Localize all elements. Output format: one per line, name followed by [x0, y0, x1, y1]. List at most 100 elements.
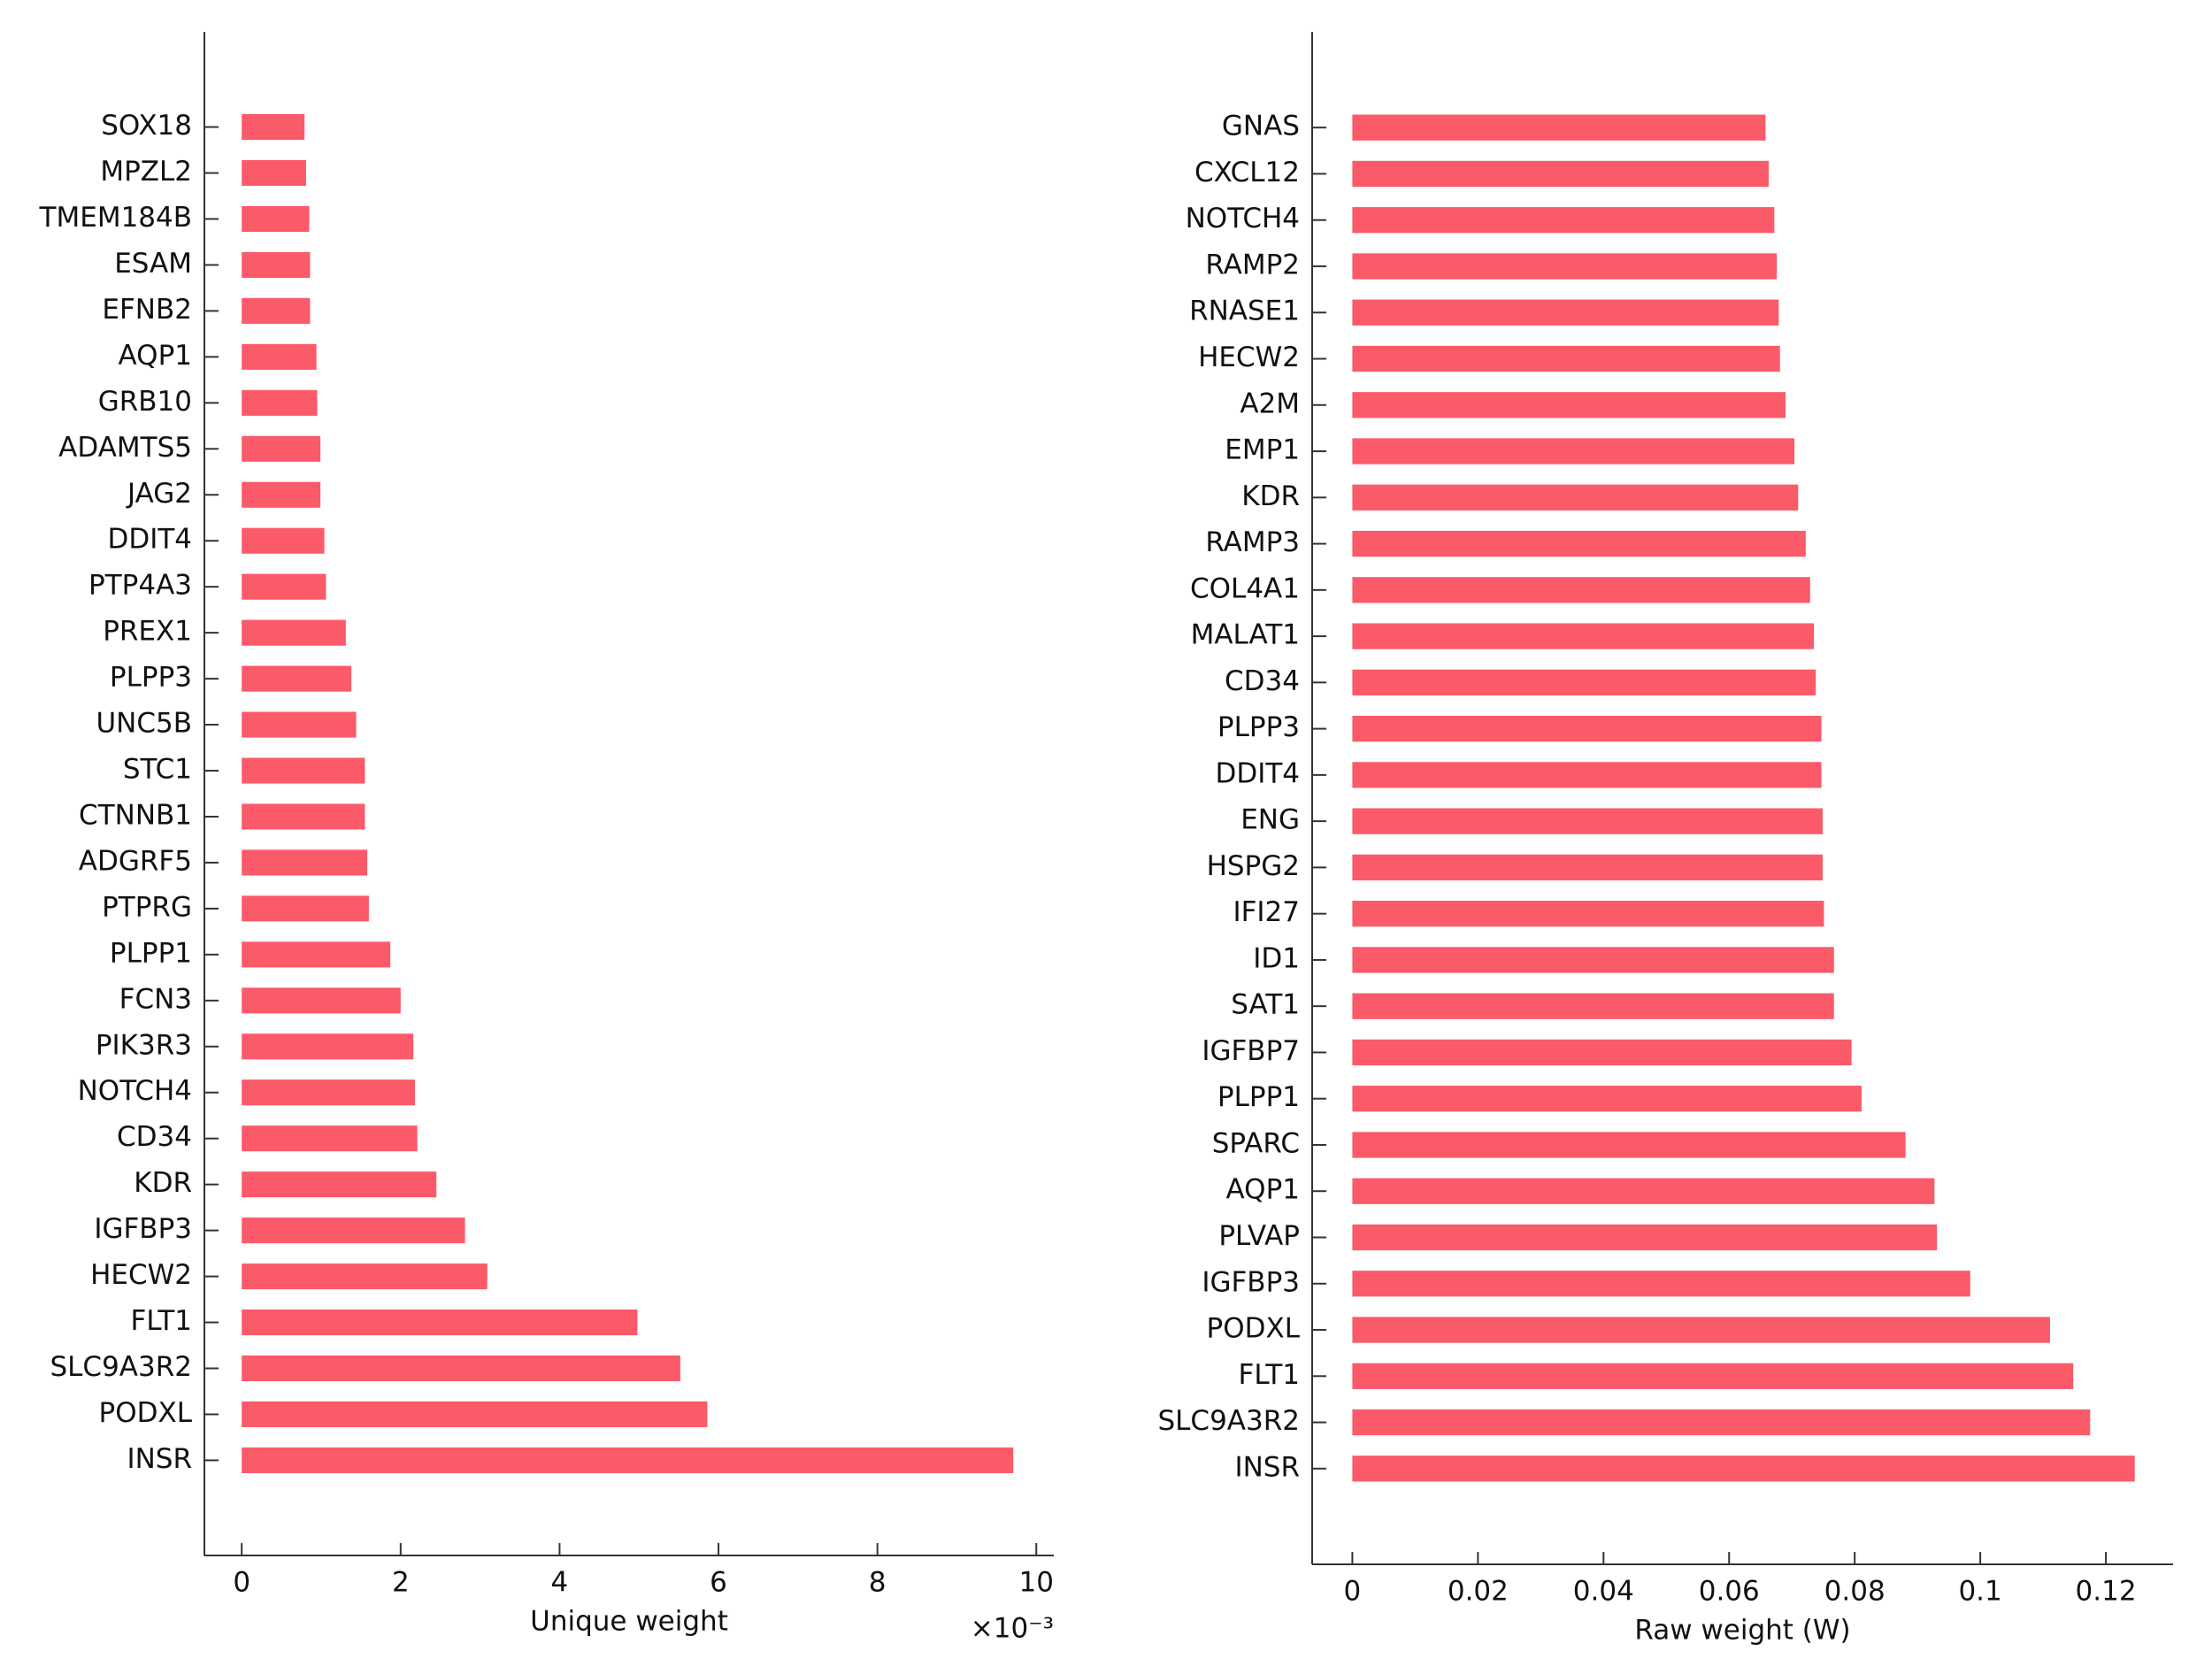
x-tick-label: 4	[551, 1567, 569, 1599]
bar	[242, 1033, 414, 1060]
y-tick-label: DDIT4	[1215, 757, 1300, 789]
y-tick-label: JAG2	[126, 478, 192, 510]
bar	[1352, 1317, 2050, 1343]
y-tick-label: DDIT4	[107, 524, 192, 556]
x-axis-label: Unique weight	[530, 1606, 728, 1638]
bar	[242, 435, 321, 462]
y-tick-label: PLVAP	[1218, 1220, 1300, 1252]
y-tick-label: ESAM	[114, 248, 192, 280]
bar	[1352, 854, 1823, 881]
bar	[1352, 114, 1766, 141]
bar	[1352, 484, 1799, 511]
x-tick-label: 0	[233, 1567, 250, 1599]
bar	[242, 481, 321, 508]
y-tick-label: UNC5B	[96, 708, 192, 740]
y-tick-label: ADAMTS5	[58, 432, 192, 464]
y-tick-label: RAMP3	[1205, 526, 1300, 558]
y-tick-label: FLT1	[131, 1305, 193, 1337]
x-multiplier: ×10⁻³	[971, 1613, 1054, 1645]
y-tick-label: IGFBP3	[1202, 1266, 1300, 1298]
y-tick-label: PLPP1	[110, 937, 192, 969]
bar	[1352, 808, 1823, 834]
bar	[242, 389, 318, 416]
bar	[242, 1401, 708, 1428]
bar	[242, 297, 311, 324]
y-tick-label: PTPRG	[102, 891, 192, 923]
y-tick-label: GRB10	[98, 386, 192, 418]
y-tick-label: NOTCH4	[1186, 203, 1300, 234]
y-tick-label: FLT1	[1239, 1359, 1301, 1391]
y-tick-label: INSR	[1234, 1451, 1300, 1483]
x-tick-label: 0.06	[1699, 1576, 1760, 1608]
x-tick-label: 0	[1344, 1576, 1362, 1608]
y-tick-label: CD34	[117, 1121, 192, 1153]
bar	[1352, 993, 1834, 1019]
y-tick-label: PODXL	[99, 1397, 193, 1429]
bar	[1352, 1224, 1938, 1251]
y-tick-label: AQP1	[1226, 1174, 1300, 1206]
bar	[242, 1310, 638, 1336]
y-tick-label: ID1	[1253, 942, 1300, 974]
bar	[1352, 1455, 2135, 1482]
bar	[242, 849, 368, 876]
y-tick-label: STC1	[123, 754, 192, 786]
y-tick-label: IGFBP3	[94, 1213, 192, 1245]
bar	[1352, 1039, 1852, 1066]
y-tick-label: CD34	[1225, 665, 1300, 697]
y-tick-label: KDR	[134, 1167, 192, 1199]
bar	[1352, 207, 1775, 234]
y-tick-label: MALAT1	[1191, 619, 1300, 651]
bar	[1352, 901, 1824, 927]
bar	[242, 527, 325, 554]
bar	[242, 757, 365, 784]
bar	[1352, 345, 1780, 373]
x-tick-label: 0.08	[1824, 1576, 1886, 1608]
y-tick-label: HECW2	[1198, 342, 1300, 373]
y-tick-label: HSPG2	[1207, 850, 1300, 882]
y-tick-label: MPZL2	[100, 156, 192, 188]
y-tick-label: ENG	[1240, 804, 1300, 836]
y-tick-label: PLPP3	[1217, 711, 1300, 743]
x-tick-label: 8	[869, 1567, 887, 1599]
x-tick-label: 10	[1019, 1567, 1054, 1599]
y-tick-label: KDR	[1241, 480, 1300, 512]
bar	[1352, 392, 1786, 419]
y-tick-label: SOX18	[101, 110, 192, 142]
bar	[242, 895, 369, 922]
bar	[242, 1263, 488, 1290]
bar	[242, 665, 352, 692]
bar	[1352, 623, 1815, 649]
bar	[242, 1171, 437, 1198]
bar	[1352, 1363, 2074, 1389]
y-tick-label: A2M	[1240, 388, 1300, 419]
bar	[242, 1079, 415, 1106]
bar	[242, 159, 306, 187]
y-tick-label: RAMP2	[1205, 249, 1300, 280]
y-tick-label: HECW2	[90, 1259, 192, 1291]
y-tick-label: ADGRF5	[79, 845, 192, 877]
x-tick-label: 0.02	[1448, 1576, 1509, 1608]
bar	[1352, 577, 1810, 603]
bar	[1352, 438, 1795, 465]
x-tick-label: 0.04	[1573, 1576, 1634, 1608]
bar	[242, 251, 311, 278]
bar	[1352, 253, 1778, 280]
bar	[1352, 530, 1806, 557]
bar	[242, 1355, 680, 1382]
x-tick-label: 6	[710, 1567, 727, 1599]
bar	[242, 987, 401, 1014]
bar	[242, 1125, 418, 1152]
y-tick-label: SPARC	[1212, 1127, 1300, 1159]
bar	[1352, 947, 1834, 973]
x-tick-label: 2	[392, 1567, 410, 1599]
y-tick-label: PLPP1	[1217, 1081, 1300, 1113]
bar	[242, 1447, 1014, 1473]
y-tick-label: CTNNB1	[79, 799, 192, 831]
bar	[242, 114, 305, 141]
bar	[242, 205, 310, 233]
y-tick-label: IFI27	[1233, 896, 1300, 928]
bar	[242, 619, 346, 646]
bar	[1352, 160, 1769, 188]
bar	[1352, 1271, 1970, 1297]
